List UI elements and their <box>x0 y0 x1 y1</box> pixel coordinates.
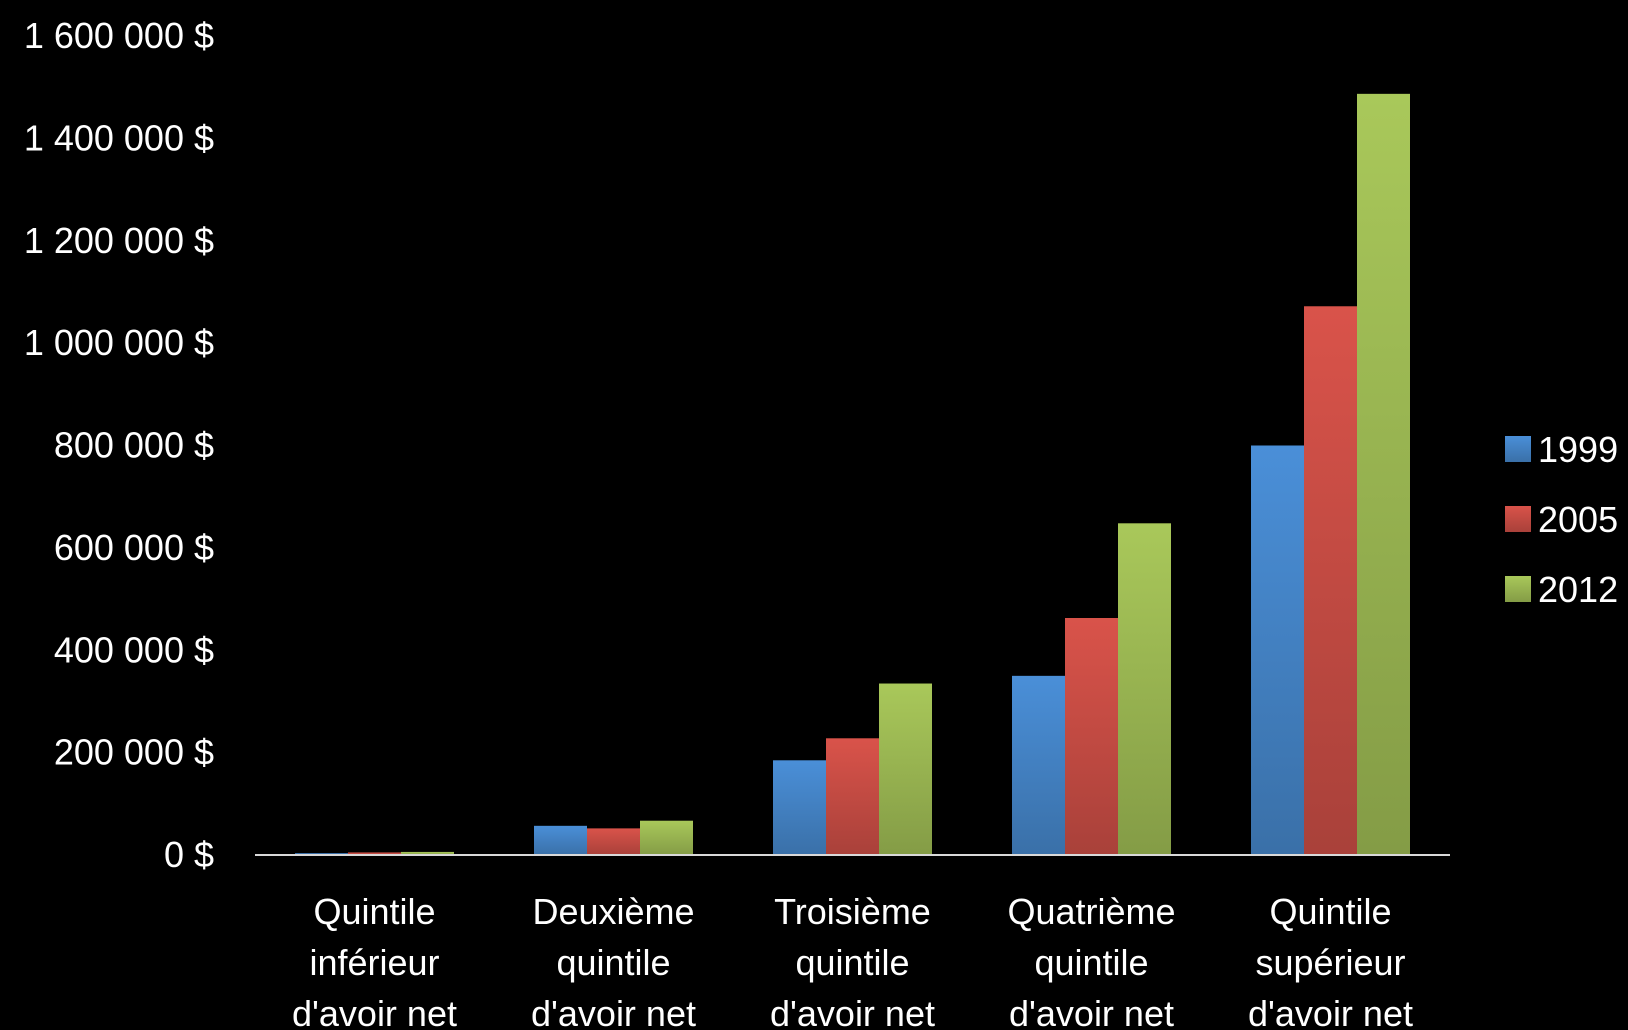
x-axis-category-labels: Quintile inférieur d'avoir net Deuxième quin… <box>292 891 1413 1030</box>
legend-swatch-2012 <box>1505 576 1531 602</box>
bar-2005-cat-3 <box>826 738 879 855</box>
bar-2012-cat-4 <box>1118 523 1171 855</box>
y-axis-tick-labels: 0 $ 200 000 $ 400 000 $ 600 000 $ 800 000 $ 1… <box>24 15 214 875</box>
x-category-label-line: supérieur <box>1255 942 1405 983</box>
y-tick-label: 1 400 000 $ <box>24 117 214 158</box>
legend: 1999 2005 2012 <box>1505 429 1618 610</box>
legend-label-1999: 1999 <box>1538 429 1618 470</box>
x-category-label: Deuxième quintile d'avoir net <box>531 891 696 1030</box>
y-tick-label: 1 600 000 $ <box>24 15 214 56</box>
x-category-label-line: Quatrième <box>1007 891 1175 932</box>
bar-1999-cat-5 <box>1251 446 1304 856</box>
bar-2005-cat-4 <box>1065 618 1118 855</box>
legend-swatch-2005 <box>1505 506 1531 532</box>
bar-2012-cat-3 <box>879 684 932 855</box>
legend-label-2005: 2005 <box>1538 499 1618 540</box>
x-category-label-line: Quintile <box>313 891 435 932</box>
x-category-label-line: d'avoir net <box>531 993 696 1030</box>
bar-1999-cat-2 <box>534 826 587 855</box>
y-tick-label: 400 000 $ <box>54 629 214 670</box>
x-category-label-line: d'avoir net <box>1248 993 1413 1030</box>
x-category-label-line: quintile <box>795 942 909 983</box>
bar-2005-cat-5 <box>1304 306 1357 855</box>
x-category-label-line: inférieur <box>309 942 439 983</box>
legend-label-2012: 2012 <box>1538 569 1618 610</box>
bar-2012-cat-2 <box>640 821 693 855</box>
bar-1999-cat-3 <box>773 760 826 855</box>
bar-2005-cat-2 <box>587 828 640 855</box>
bar-2012-cat-5 <box>1357 94 1410 855</box>
bar-1999-cat-4 <box>1012 676 1065 855</box>
x-category-label-line: Quintile <box>1269 891 1391 932</box>
x-category-label: Quintile inférieur d'avoir net <box>292 891 457 1030</box>
x-category-label-line: quintile <box>1034 942 1148 983</box>
y-tick-label: 1 200 000 $ <box>24 220 214 261</box>
x-category-label-line: d'avoir net <box>770 993 935 1030</box>
x-category-label-line: quintile <box>556 942 670 983</box>
y-tick-label: 1 000 000 $ <box>24 322 214 363</box>
x-category-label-line: d'avoir net <box>1009 993 1174 1030</box>
y-tick-label: 800 000 $ <box>54 425 214 466</box>
y-tick-label: 200 000 $ <box>54 732 214 773</box>
y-tick-label: 600 000 $ <box>54 527 214 568</box>
x-category-label: Troisième quintile d'avoir net <box>770 891 935 1030</box>
x-category-label-line: d'avoir net <box>292 993 457 1030</box>
x-category-label: Quatrième quintile d'avoir net <box>1007 891 1175 1030</box>
x-category-label: Quintile supérieur d'avoir net <box>1248 891 1413 1030</box>
y-tick-label: 0 $ <box>164 834 214 875</box>
bar-series-group <box>295 94 1410 855</box>
legend-swatch-1999 <box>1505 436 1531 462</box>
x-category-label-line: Troisième <box>774 891 931 932</box>
x-category-label-line: Deuxième <box>532 891 694 932</box>
